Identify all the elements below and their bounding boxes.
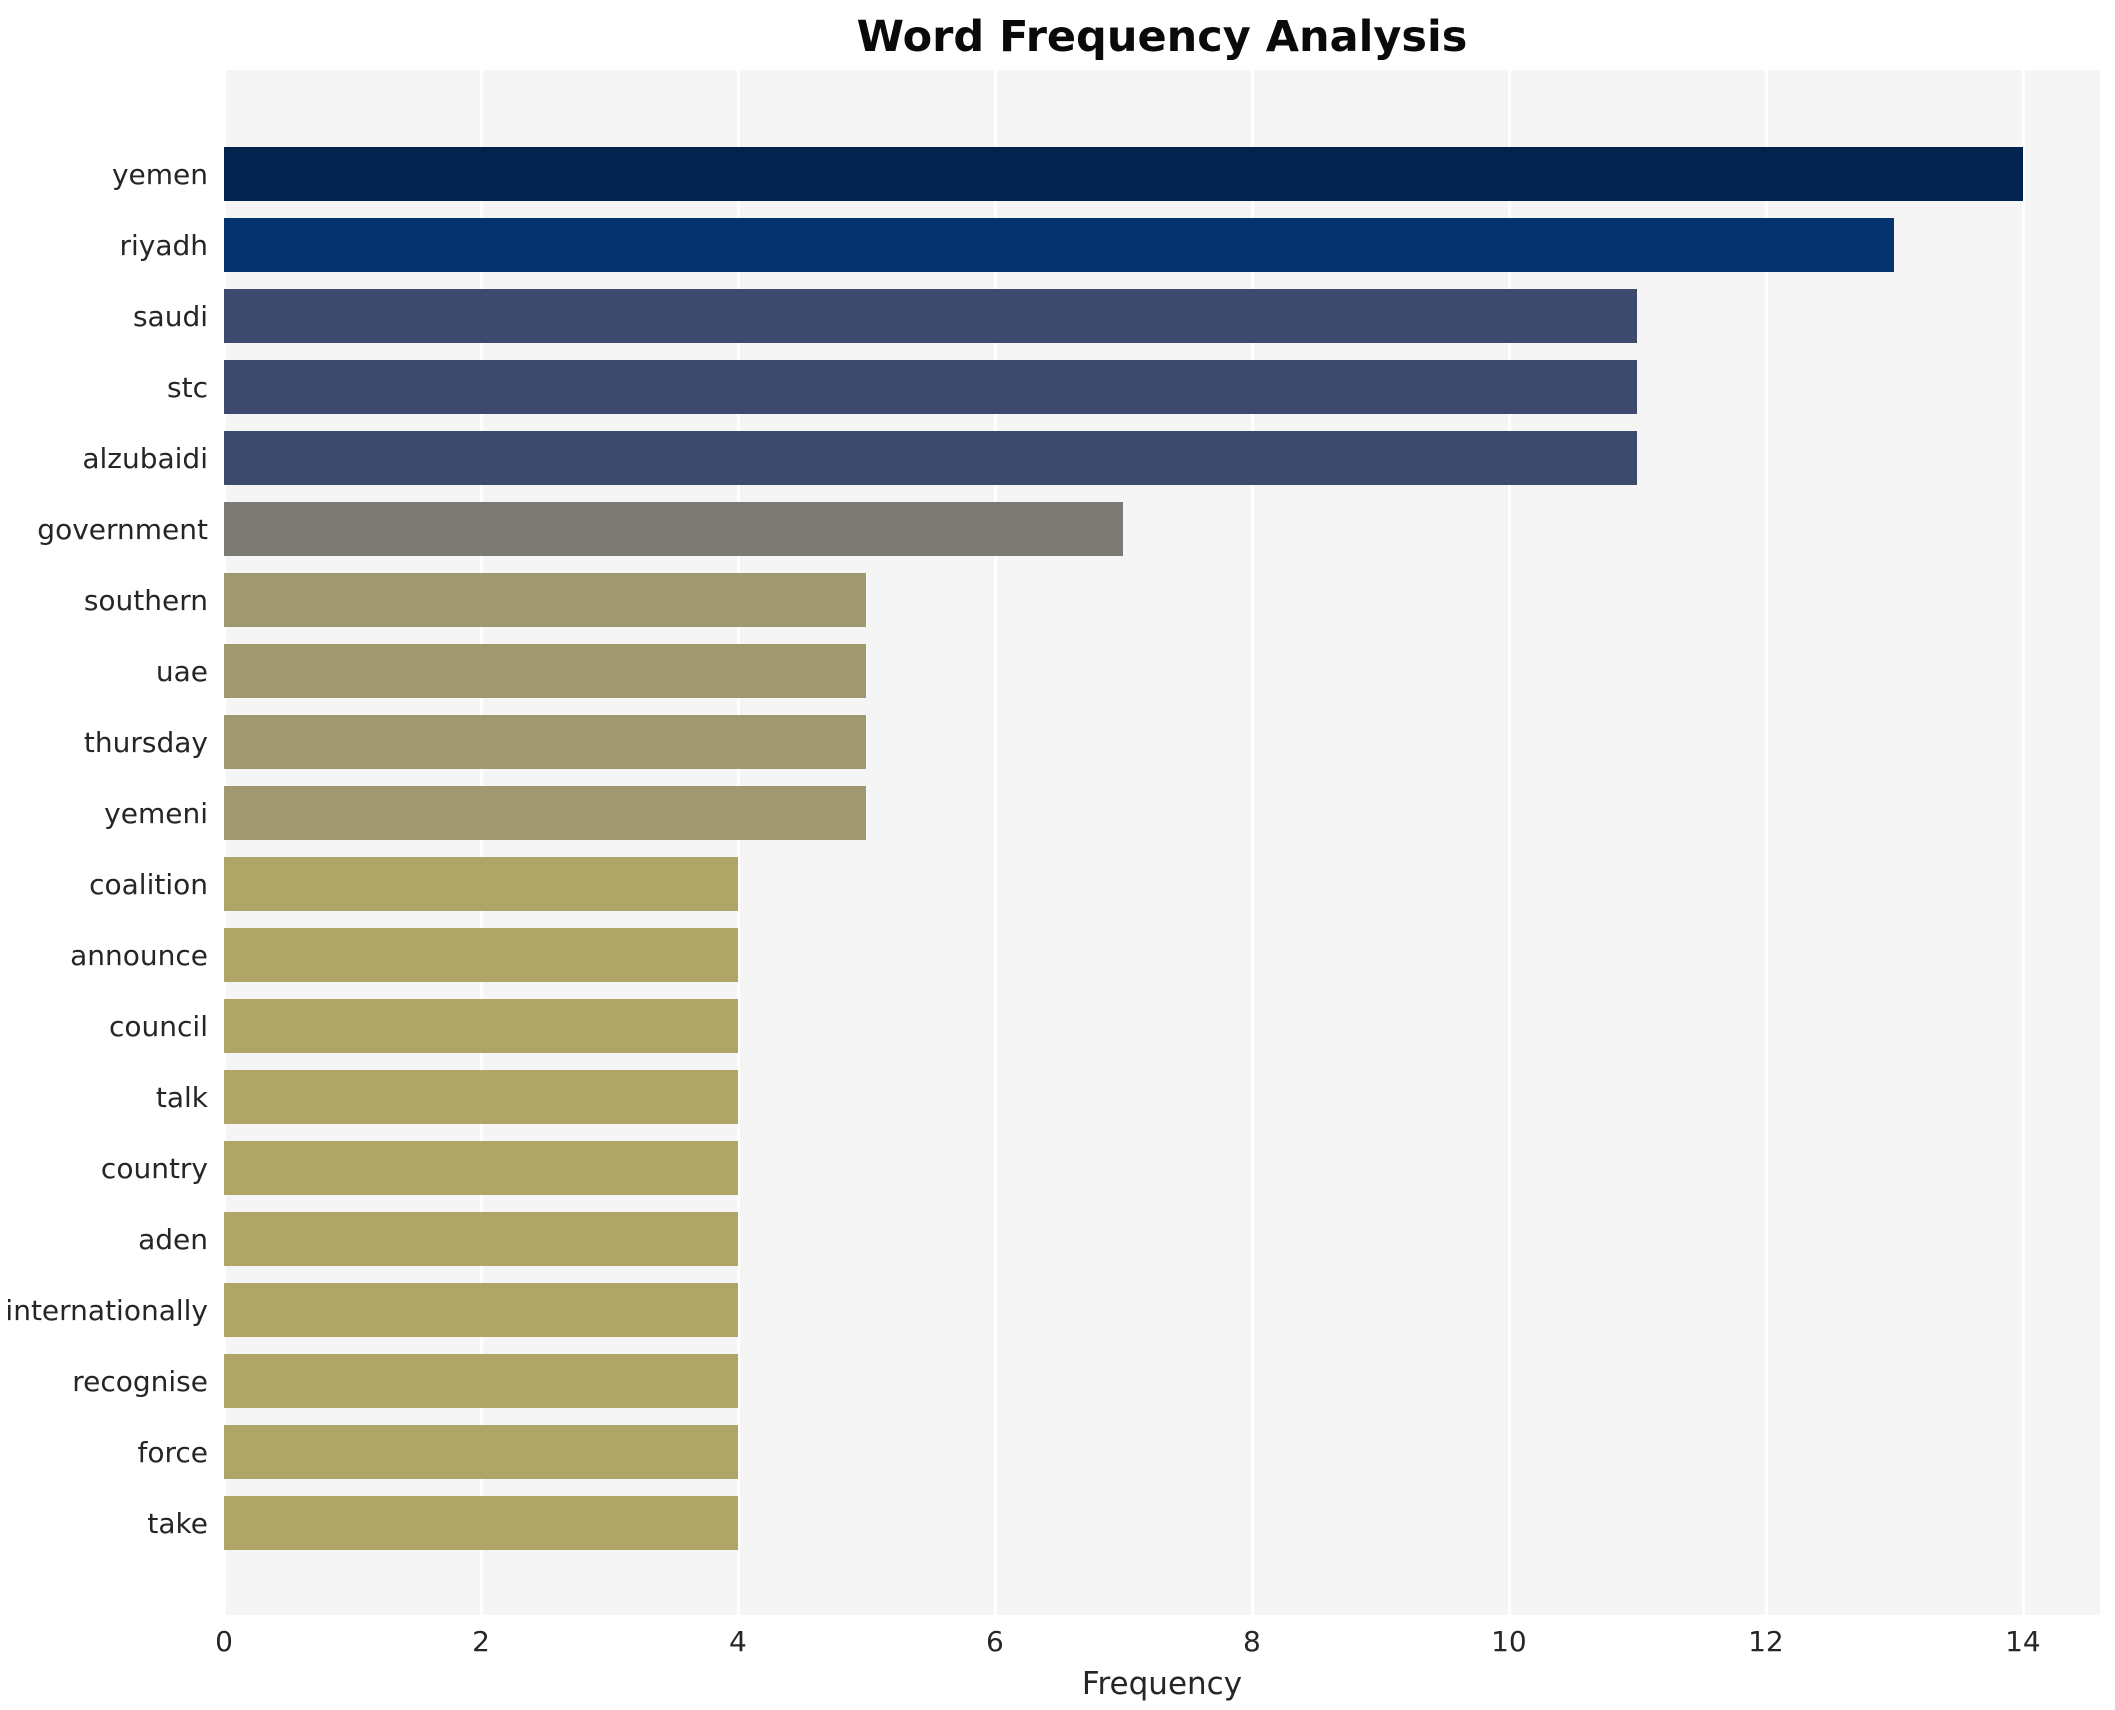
bar-recognise [224,1354,738,1408]
bar-riyadh [224,218,1895,272]
category-label-recognise: recognise [72,1364,208,1398]
category-label-aden: aden [138,1222,208,1256]
gridline-x-6 [993,70,997,1615]
bar-internationally [224,1283,738,1337]
gridline-x-4 [736,70,740,1615]
category-label-government: government [37,512,208,546]
category-label-saudi: saudi [132,299,208,333]
x-tick-label-10: 10 [1491,1625,1527,1658]
category-label-country: country [100,1151,208,1185]
bar-announce [224,928,738,982]
category-label-southern: southern [83,583,208,617]
category-label-announce: announce [70,938,208,972]
bar-southern [224,573,867,627]
x-axis-title: Frequency [1081,1666,1243,1702]
category-label-yemeni: yemeni [104,796,208,830]
category-label-internationally: internationally [5,1293,208,1327]
bar-council [224,999,738,1053]
bar-coalition [224,857,738,911]
gridline-x-14 [2021,70,2025,1615]
bar-take [224,1496,738,1550]
bar-government [224,502,1124,556]
x-tick-label-6: 6 [986,1625,1004,1658]
category-label-uae: uae [155,654,208,688]
category-label-council: council [109,1009,208,1043]
bar-country [224,1141,738,1195]
bar-stc [224,360,1638,414]
category-label-thursday: thursday [83,725,208,759]
gridline-x-2 [479,70,483,1615]
bar-thursday [224,715,867,769]
category-label-coalition: coalition [89,867,208,901]
category-label-riyadh: riyadh [119,228,208,262]
x-tick-label-8: 8 [1243,1625,1261,1658]
x-tick-label-12: 12 [1748,1625,1784,1658]
bar-yemen [224,147,2023,201]
chart-title: Word Frequency Analysis [856,12,1468,62]
bar-yemeni [224,786,867,840]
x-tick-label-14: 14 [2005,1625,2041,1658]
category-label-talk: talk [155,1080,208,1114]
category-label-force: force [137,1435,208,1469]
bar-aden [224,1212,738,1266]
x-tick-label-2: 2 [472,1625,490,1658]
category-label-take: take [147,1506,208,1540]
bar-talk [224,1070,738,1124]
bar-alzubaidi [224,431,1638,485]
bar-force [224,1425,738,1479]
gridline-x-12 [1764,70,1768,1615]
category-label-yemen: yemen [111,157,208,191]
bar-saudi [224,289,1638,343]
gridline-x-8 [1250,70,1254,1615]
x-tick-label-4: 4 [729,1625,747,1658]
category-label-alzubaidi: alzubaidi [82,441,208,475]
x-tick-label-0: 0 [215,1625,233,1658]
gridline-x-10 [1507,70,1511,1615]
category-label-stc: stc [167,370,208,404]
gridline-x-0 [223,70,226,1615]
bar-uae [224,644,867,698]
